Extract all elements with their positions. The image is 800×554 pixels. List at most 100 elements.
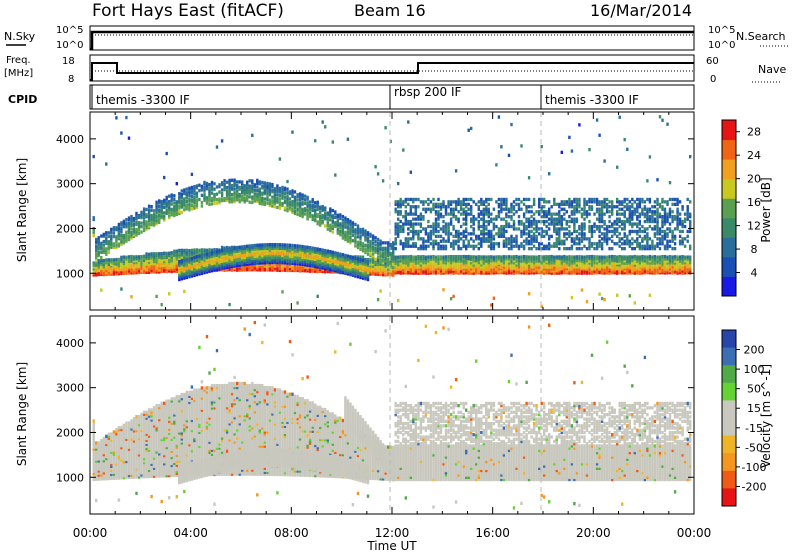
data-cell	[561, 200, 563, 203]
data-cell	[405, 198, 407, 201]
freq-label-line2: [MHz]	[4, 68, 33, 79]
data-cell	[279, 194, 281, 197]
data-cell	[239, 180, 241, 183]
data-cell	[329, 250, 331, 253]
data-cell	[140, 211, 142, 214]
data-cell	[354, 257, 356, 260]
data-cell	[493, 242, 495, 245]
data-cell	[400, 210, 402, 213]
data-cell	[284, 196, 286, 199]
data-cell	[556, 227, 558, 230]
data-cell	[203, 193, 205, 196]
data-cell	[422, 200, 424, 203]
data-cell	[261, 184, 263, 187]
data-cell	[473, 215, 475, 218]
data-cell	[538, 242, 540, 245]
data-cell	[344, 216, 346, 219]
data-cell	[490, 213, 492, 216]
data-cell	[475, 235, 477, 238]
data-cell	[382, 241, 384, 244]
data-cell	[596, 218, 598, 221]
data-cell	[319, 215, 321, 218]
data-cell	[528, 210, 530, 213]
data-cell	[334, 173, 336, 176]
data-cell	[284, 199, 286, 202]
data-cell	[465, 203, 467, 206]
data-cell	[518, 227, 520, 230]
data-cell	[312, 247, 314, 250]
data-cell	[601, 225, 603, 228]
data-cell	[115, 235, 117, 238]
data-cell	[493, 208, 495, 211]
data-cell	[581, 255, 583, 258]
data-cell	[588, 220, 590, 223]
data-cell	[571, 210, 573, 213]
nave-tick-bottom: 0	[710, 74, 716, 85]
data-cell	[178, 196, 180, 199]
data-cell	[465, 255, 467, 258]
data-cell	[342, 253, 344, 256]
data-cell	[113, 258, 115, 261]
data-cell	[606, 225, 608, 228]
data-cell	[397, 210, 399, 213]
data-cell	[460, 213, 462, 216]
data-cell	[578, 123, 580, 126]
data-cell	[460, 200, 462, 203]
data-cell	[523, 240, 525, 243]
data-cell	[417, 205, 419, 208]
data-cell	[470, 232, 472, 235]
data-cell	[430, 242, 432, 245]
data-cell	[551, 255, 553, 258]
freq-panel: Freq. [MHz] 18 8 60 0 Nave	[4, 55, 786, 85]
data-cell	[591, 205, 593, 208]
data-cell	[249, 184, 251, 187]
data-cell	[515, 235, 517, 238]
data-cell	[533, 232, 535, 235]
data-cell	[417, 215, 419, 218]
data-cell	[269, 182, 271, 185]
data-cell	[566, 237, 568, 240]
data-cell	[576, 230, 578, 233]
data-cell	[528, 255, 530, 258]
data-cell	[178, 260, 180, 263]
data-cell	[596, 118, 598, 121]
data-cell	[289, 190, 291, 193]
data-cell	[515, 255, 517, 258]
data-cell	[412, 255, 414, 258]
data-cell	[133, 255, 135, 258]
data-cell	[115, 244, 117, 247]
data-cell	[442, 288, 444, 291]
data-cell	[503, 218, 505, 221]
data-cell	[387, 257, 389, 260]
data-cell	[596, 208, 598, 211]
data-cell	[264, 197, 266, 200]
data-cell	[473, 255, 475, 258]
data-cell	[478, 220, 480, 223]
data-cell	[191, 173, 193, 176]
data-cell	[259, 243, 261, 246]
data-cell	[301, 245, 303, 248]
data-cell	[465, 210, 467, 213]
data-cell	[372, 245, 374, 248]
data-cell	[608, 225, 610, 228]
data-cell	[490, 255, 492, 258]
data-cell	[440, 227, 442, 230]
data-cell	[291, 200, 293, 203]
data-cell	[246, 181, 248, 184]
data-cell	[543, 255, 545, 258]
data-cell	[470, 225, 472, 228]
data-cell	[364, 247, 366, 250]
data-cell	[304, 207, 306, 210]
data-cell	[337, 228, 339, 231]
data-cell	[233, 179, 235, 182]
data-cell	[463, 218, 465, 221]
data-cell	[473, 245, 475, 248]
data-cell	[563, 200, 565, 203]
data-cell	[374, 240, 376, 243]
data-cell	[284, 206, 286, 209]
data-cell	[344, 231, 346, 234]
data-cell	[513, 220, 515, 223]
data-cell	[191, 204, 193, 207]
data-cell	[543, 245, 545, 248]
data-cell	[133, 228, 135, 231]
